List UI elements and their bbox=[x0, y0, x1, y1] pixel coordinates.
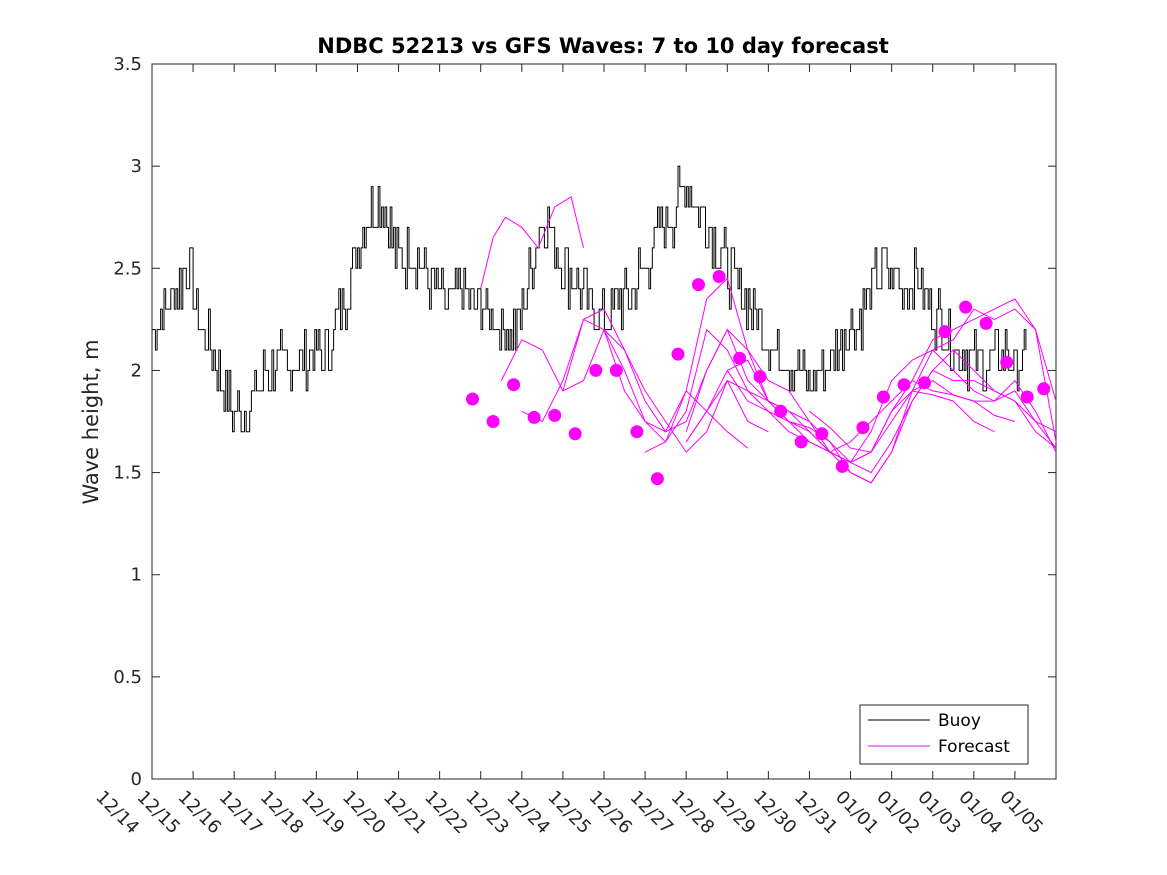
forecast-series-line bbox=[685, 349, 1057, 484]
forecast-point bbox=[815, 427, 829, 441]
forecast-series-line bbox=[685, 379, 769, 443]
forecast-point bbox=[918, 376, 931, 390]
legend-buoy-label: Buoy bbox=[938, 711, 981, 731]
forecast-point bbox=[876, 390, 890, 404]
buoy-series-line bbox=[152, 165, 1027, 433]
legend-box bbox=[859, 704, 1029, 765]
forecast-point bbox=[548, 408, 562, 422]
forecast-point bbox=[774, 404, 788, 418]
y-tick-label: 0.5 bbox=[113, 667, 142, 688]
forecast-series-line bbox=[809, 380, 1016, 453]
y-tick-label: 0 bbox=[131, 769, 142, 790]
legend-forecast-label: Forecast bbox=[938, 737, 1010, 757]
forecast-point bbox=[712, 270, 726, 283]
forecast-point bbox=[1037, 382, 1051, 396]
forecast-point bbox=[856, 421, 870, 435]
y-tick-label: 3.5 bbox=[113, 54, 142, 75]
forecast-point bbox=[753, 370, 767, 384]
forecast-point bbox=[897, 378, 911, 392]
forecast-point bbox=[1020, 390, 1034, 404]
forecast-point bbox=[692, 278, 705, 292]
y-tick-label: 2.5 bbox=[113, 258, 142, 279]
forecast-point bbox=[486, 415, 500, 428]
forecast-point bbox=[733, 351, 747, 365]
forecast-point bbox=[959, 300, 973, 314]
forecast-point bbox=[794, 435, 808, 449]
y-tick-label: 2 bbox=[131, 360, 142, 381]
forecast-point bbox=[527, 410, 541, 424]
plot-area bbox=[152, 165, 1057, 486]
forecast-series-line bbox=[480, 196, 584, 289]
forecast-point bbox=[568, 427, 582, 441]
y-tick-label: 1.5 bbox=[113, 463, 142, 484]
forecast-point bbox=[979, 316, 993, 330]
forecast-point bbox=[609, 363, 623, 377]
forecast-point bbox=[835, 459, 849, 473]
forecast-point bbox=[466, 392, 479, 406]
forecast-point bbox=[589, 363, 603, 377]
forecast-point bbox=[938, 325, 952, 339]
forecast-point bbox=[630, 425, 644, 439]
forecast-point bbox=[671, 347, 685, 361]
y-tick-label: 1 bbox=[131, 565, 142, 586]
forecast-point bbox=[507, 378, 521, 392]
legend: Buoy Forecast bbox=[859, 704, 1029, 765]
y-tick-label: 3 bbox=[131, 156, 142, 177]
y-axis-label: Wave height, m bbox=[79, 339, 103, 504]
forecast-series-line bbox=[726, 370, 995, 463]
forecast-point bbox=[650, 472, 664, 486]
forecast-point bbox=[1000, 355, 1014, 369]
chart-title: NDBC 52213 vs GFS Waves: 7 to 10 day for… bbox=[317, 34, 888, 58]
